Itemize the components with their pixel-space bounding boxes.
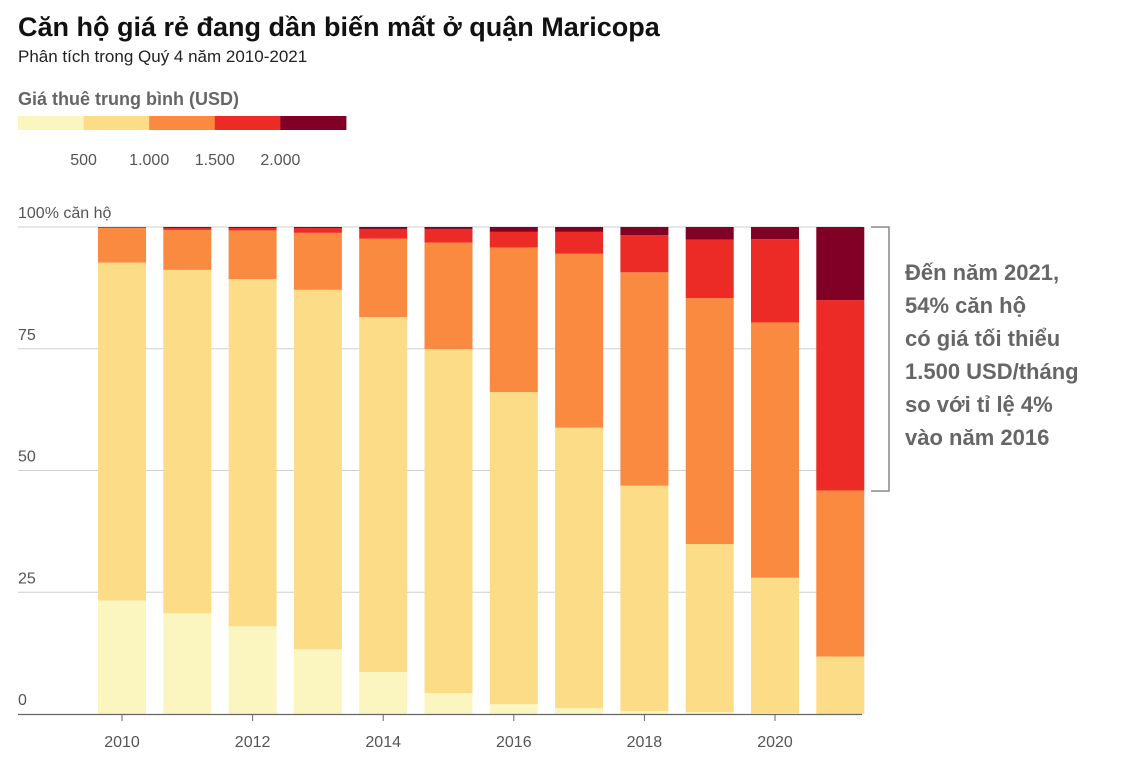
bar-segment — [293, 232, 342, 290]
bar-segment — [685, 298, 734, 545]
annotation-bracket — [871, 226, 890, 492]
bar-segment — [293, 289, 342, 650]
bar-segment — [751, 713, 799, 714]
annotation-line: Đến năm 2021, — [905, 260, 1060, 285]
bar-segment — [489, 247, 538, 393]
legend-label: 2.000 — [260, 152, 300, 169]
bar-stacks — [98, 227, 865, 714]
bar-segment — [359, 672, 408, 714]
bar-segment — [620, 227, 669, 236]
bar-segment — [98, 600, 146, 714]
bar-segment — [816, 490, 865, 657]
bar-segment — [359, 228, 408, 239]
bar-segment — [228, 626, 277, 714]
bar-segment — [489, 704, 538, 714]
x-tick-label: 2012 — [235, 734, 271, 751]
legend-label: 1.500 — [195, 152, 235, 169]
bar-segment — [555, 708, 604, 714]
chart-title: Căn hộ giá rẻ đang dần biến mất ở quận M… — [18, 12, 660, 42]
bar-segment — [685, 544, 734, 713]
bar-segment — [228, 227, 277, 231]
bar-segment — [424, 693, 473, 714]
legend-label: 1.000 — [129, 152, 169, 169]
annotation-line: 54% căn hộ — [905, 293, 1027, 318]
x-tick-label: 2014 — [365, 734, 401, 751]
legend-swatch — [214, 116, 281, 130]
y-tick-label: 50 — [18, 449, 36, 466]
x-tick-label: 2010 — [104, 734, 140, 751]
bar-segment — [359, 317, 408, 673]
annotation-line: 1.500 USD/tháng — [905, 359, 1079, 384]
annotation-line: so với tỉ lệ 4% — [905, 392, 1053, 417]
bar-segment — [751, 322, 799, 578]
bar-segment — [816, 656, 865, 714]
bar-segment — [98, 262, 146, 601]
x-tick-label: 2016 — [496, 734, 532, 751]
bar-segment — [816, 300, 865, 491]
bar-segment — [359, 238, 408, 318]
legend-label: 500 — [70, 152, 97, 169]
color-legend: 500 1.000 1.500 2.000 — [18, 116, 347, 169]
legend-swatch — [149, 116, 216, 130]
bar-segment — [555, 231, 604, 254]
y-tick-label: 75 — [18, 327, 36, 344]
bar-segment — [489, 231, 538, 248]
bar-segment — [555, 227, 604, 232]
bar-segment — [163, 229, 212, 270]
bar-segment — [685, 227, 734, 240]
legend-title: Giá thuê trung bình (USD) — [18, 89, 239, 109]
bar-segment — [98, 227, 146, 228]
x-tick-label: 2020 — [757, 734, 793, 751]
bar-segment — [816, 227, 865, 301]
bar-segment — [359, 227, 408, 229]
legend-swatch — [280, 116, 347, 130]
chart-subtitle: Phân tích trong Quý 4 năm 2010-2021 — [18, 47, 308, 66]
bar-segment — [620, 272, 669, 486]
y-tick-label: 100% căn hộ — [18, 205, 112, 222]
bar-segment — [685, 712, 734, 714]
legend-swatch — [83, 116, 150, 130]
y-tick-label: 25 — [18, 570, 36, 587]
bar-segment — [489, 392, 538, 705]
bar-segment — [620, 485, 669, 712]
bar-segment — [98, 227, 146, 263]
bar-segment — [620, 235, 669, 273]
bar-segment — [424, 227, 473, 229]
bar-segment — [489, 227, 538, 232]
annotation-line: vào năm 2016 — [905, 425, 1050, 450]
bar-segment — [293, 649, 342, 714]
annotation-text: Đến năm 2021, 54% căn hộ có giá tối thiể… — [905, 256, 1079, 454]
bar-segment — [228, 230, 277, 280]
bar-segment — [228, 227, 277, 228]
bar-segment — [751, 577, 799, 714]
bar-segment — [163, 227, 212, 228]
bar-segment — [555, 427, 604, 709]
legend-swatch — [18, 116, 84, 130]
bar-segment — [424, 349, 473, 694]
bar-segment — [751, 239, 799, 323]
bar-segment — [163, 269, 212, 614]
bar-segment — [620, 711, 669, 714]
bar-segment — [555, 253, 604, 428]
bar-segment — [685, 239, 734, 299]
x-tick-label: 2018 — [627, 734, 663, 751]
axes: 2010 2012 2014 2016 2018 2020 — [18, 713, 862, 751]
annotation-line: có giá tối thiểu — [905, 326, 1061, 351]
bar-segment — [293, 227, 342, 228]
bar-segment — [228, 279, 277, 627]
bar-segment — [293, 227, 342, 233]
y-tick-label: 0 — [18, 692, 27, 709]
bar-segment — [751, 227, 799, 240]
bar-segment — [163, 227, 212, 230]
bar-segment — [424, 242, 473, 350]
bar-segment — [163, 613, 212, 714]
bar-segment — [424, 228, 473, 243]
